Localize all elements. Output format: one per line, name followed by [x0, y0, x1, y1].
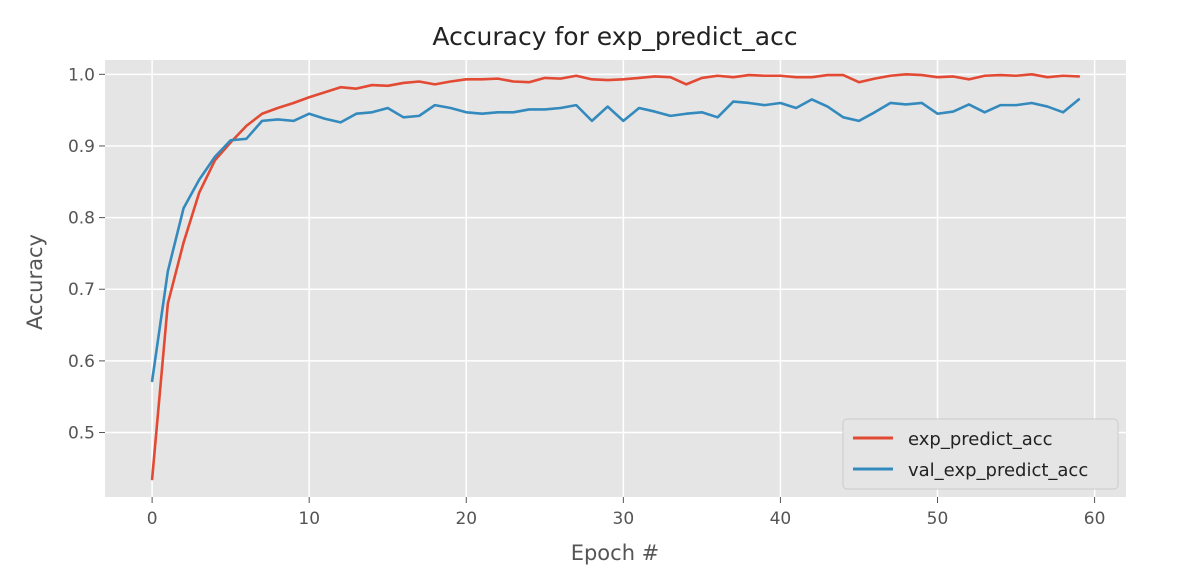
y-axis-label: Accuracy: [23, 234, 47, 330]
x-tick-label: 60: [1084, 509, 1106, 529]
series-line-exp-predict-acc: [150, 73, 1081, 481]
x-axis-ticks: 0 10 20 30 40 50 60: [147, 497, 1106, 529]
y-tick-label: 0.9: [68, 137, 95, 157]
series-layer: [150, 73, 1081, 481]
y-tick-label: 0.6: [68, 352, 95, 372]
x-tick-label: 30: [613, 509, 635, 529]
legend-label-0: exp_predict_acc: [908, 429, 1053, 450]
y-axis-ticks: 0.5 0.6 0.7 0.8 0.9 1.0: [68, 65, 105, 444]
series-line-val-exp-predict-acc: [150, 98, 1081, 383]
x-tick-label: 40: [770, 509, 792, 529]
y-tick-label: 1.0: [68, 65, 95, 85]
legend: exp_predict_acc val_exp_predict_acc: [842, 418, 1119, 490]
y-tick-label: 0.7: [68, 280, 95, 300]
chart-title: Accuracy for exp_predict_acc: [432, 22, 797, 51]
x-axis-label: Epoch #: [571, 541, 660, 565]
y-tick-label: 0.5: [68, 424, 95, 444]
y-tick-label: 0.8: [68, 209, 95, 229]
legend-box: [842, 418, 1119, 490]
grid-lines: [105, 60, 1126, 497]
x-tick-label: 50: [927, 509, 949, 529]
x-tick-label: 0: [147, 509, 158, 529]
x-tick-label: 10: [298, 509, 320, 529]
legend-label-1: val_exp_predict_acc: [908, 460, 1088, 481]
x-tick-label: 20: [455, 509, 477, 529]
